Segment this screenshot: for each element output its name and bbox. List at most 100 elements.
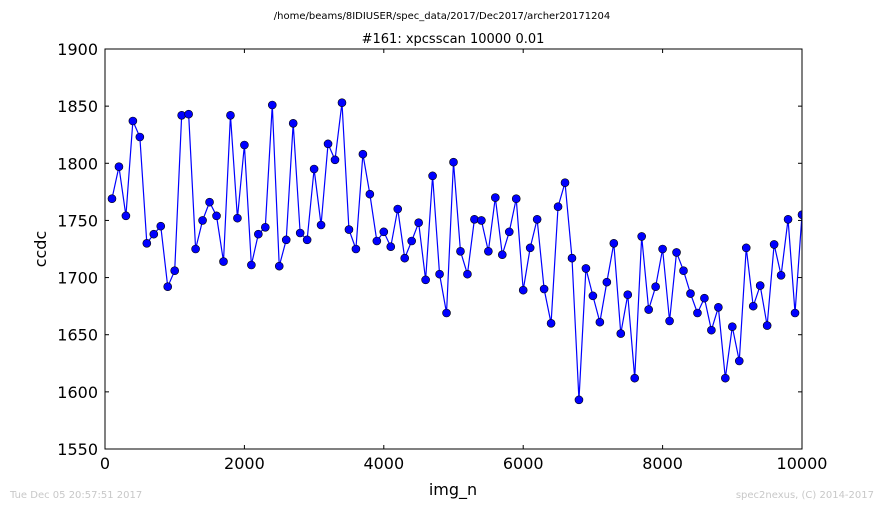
y-tick-label: 1650 <box>57 326 98 345</box>
data-point <box>644 305 653 314</box>
data-point <box>316 220 326 230</box>
data-point <box>700 293 709 303</box>
data-point <box>477 216 486 225</box>
data-point <box>637 232 646 241</box>
data-point <box>247 260 256 270</box>
x-tick-label: 6000 <box>503 454 544 473</box>
data-point <box>567 253 577 263</box>
data-point <box>135 132 145 142</box>
data-point <box>518 285 528 295</box>
data-point <box>309 164 319 174</box>
data-point <box>156 221 166 231</box>
data-point <box>741 243 751 253</box>
y-tick-label: 1900 <box>57 40 98 59</box>
data-point <box>107 194 117 204</box>
data-point <box>163 282 173 292</box>
data-point <box>602 277 612 287</box>
chart-title: #161: xpcsscan 10000 0.01 <box>362 32 545 47</box>
data-point <box>302 235 312 245</box>
data-point <box>184 109 193 119</box>
data-point <box>511 194 521 204</box>
data-point <box>400 253 410 263</box>
data-point <box>414 218 423 228</box>
data-point <box>456 246 465 256</box>
data-point <box>281 235 291 245</box>
x-tick-label: 4000 <box>363 454 404 473</box>
data-point <box>630 373 640 383</box>
y-tick-label: 1750 <box>57 211 98 230</box>
y-tick-label: 1600 <box>57 383 98 402</box>
x-tick-label: 2000 <box>224 454 265 473</box>
data-point <box>198 216 207 225</box>
data-point <box>714 302 723 312</box>
x-tick-label: 10000 <box>777 454 828 473</box>
data-point <box>379 227 389 237</box>
data-point <box>267 100 277 110</box>
data-point <box>609 238 619 248</box>
data-point <box>330 155 340 165</box>
footer-credit: spec2nexus, (C) 2014-2017 <box>736 490 874 501</box>
data-point <box>261 222 270 232</box>
data-point <box>149 229 159 239</box>
data-point <box>114 162 124 172</box>
data-point <box>783 214 793 224</box>
data-point <box>588 291 598 301</box>
data-point <box>372 236 382 246</box>
data-point <box>177 110 186 120</box>
data-point <box>504 227 514 237</box>
data-point <box>721 373 730 383</box>
chart-suptitle: /home/beams/8IDIUSER/spec_data/2017/Dec2… <box>274 11 610 22</box>
data-point <box>351 244 361 254</box>
data-point <box>658 244 667 254</box>
data-point <box>428 171 437 181</box>
data-point <box>755 281 765 290</box>
data-point <box>484 246 493 256</box>
data-point <box>170 266 179 276</box>
axis-ticks: 0 2000 4000 6000 8000 10000 1550 1600 1650 1700 17… <box>57 40 827 473</box>
data-point <box>254 229 263 239</box>
data-point <box>574 395 584 405</box>
plot-area <box>107 98 802 405</box>
data-point <box>525 243 535 253</box>
data-point <box>693 308 702 318</box>
data-point <box>421 275 430 285</box>
data-point <box>393 204 403 214</box>
y-tick-label: 1850 <box>57 97 98 116</box>
data-point <box>449 157 458 167</box>
y-axis-label: ccdc <box>31 231 50 268</box>
data-point <box>734 356 744 366</box>
data-point <box>748 301 758 311</box>
data-point <box>553 202 563 212</box>
data-point <box>337 98 347 108</box>
data-point <box>407 236 416 246</box>
data-point <box>595 317 605 327</box>
data-point <box>651 282 660 292</box>
data-point <box>121 211 131 221</box>
data-point <box>797 210 802 220</box>
data-point <box>532 214 542 224</box>
data-point <box>776 270 786 280</box>
y-tick-label: 1800 <box>57 154 98 173</box>
data-point <box>707 325 716 335</box>
data-point <box>128 116 138 126</box>
data-point <box>358 149 368 159</box>
data-point <box>672 248 681 257</box>
data-point <box>560 178 570 188</box>
data-point <box>686 289 695 298</box>
data-point <box>497 250 507 260</box>
data-point <box>762 321 772 330</box>
footer-timestamp: Tue Dec 05 20:57:51 2017 <box>9 490 142 501</box>
data-point <box>616 329 626 338</box>
data-point <box>581 264 591 273</box>
data-point <box>323 139 333 149</box>
data-point <box>365 189 375 199</box>
data-point <box>386 242 396 252</box>
data-point <box>665 316 674 326</box>
data-point <box>470 214 479 224</box>
data-point <box>727 322 737 332</box>
data-point <box>546 318 556 328</box>
axes-frame <box>104 48 803 450</box>
data-point <box>233 213 242 223</box>
data-point <box>219 257 228 266</box>
